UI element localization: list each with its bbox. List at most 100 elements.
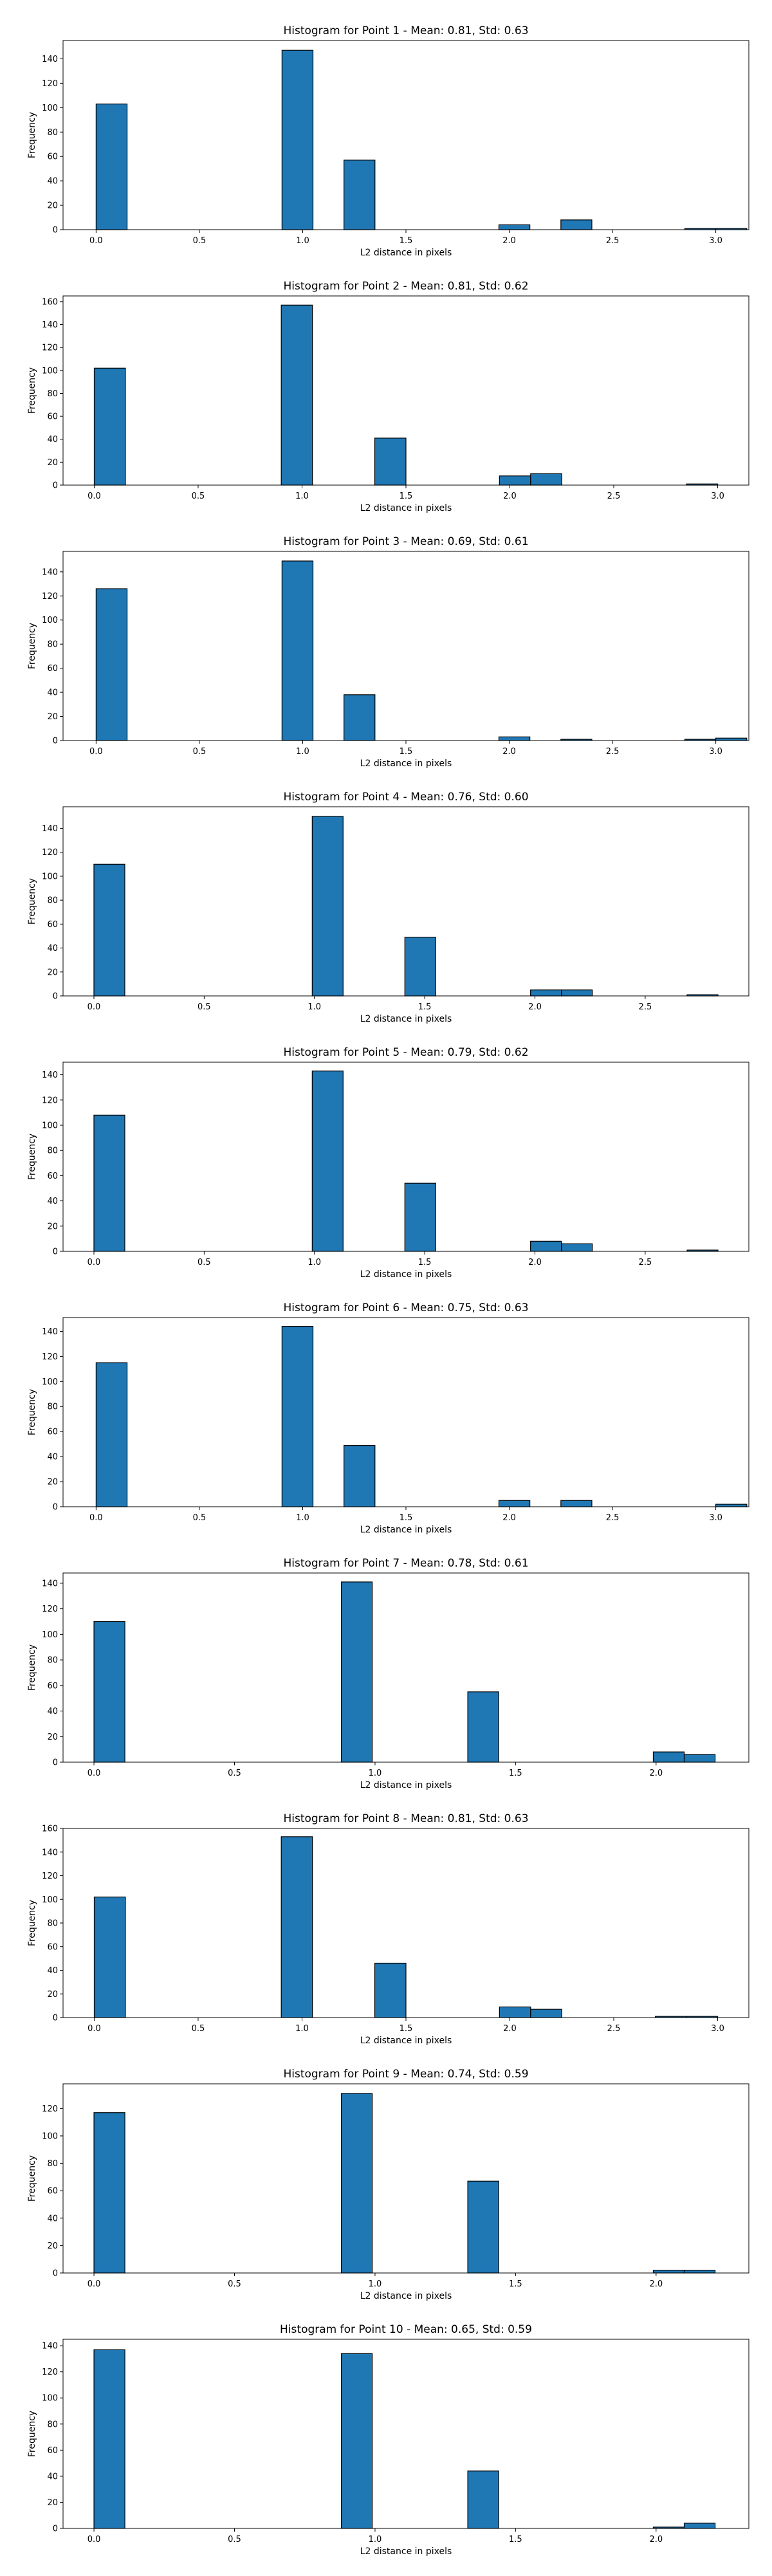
- histogram-bar: [93, 863, 125, 997]
- y-tick-label: 20: [47, 458, 58, 468]
- x-axis-label: L2 distance in pixels: [360, 1780, 452, 1790]
- x-tick-label: 1.5: [418, 1258, 432, 1267]
- chart-title: Histogram for Point 2 - Mean: 0.81, Std:…: [283, 280, 528, 293]
- x-tick-label: 2.0: [503, 2024, 517, 2034]
- x-tick-label: 1.0: [369, 1769, 382, 1778]
- x-tick-label: 1.0: [308, 1002, 321, 1012]
- histogram-bar: [467, 1691, 499, 1763]
- y-tick-label: 0: [53, 2269, 58, 2279]
- histogram-bar: [498, 736, 531, 741]
- y-tick-label: 100: [42, 1377, 58, 1387]
- y-tick-label: 60: [47, 2446, 58, 2456]
- y-tick-label: 140: [42, 1579, 58, 1588]
- y-axis-label: Frequency: [27, 367, 37, 414]
- y-tick-label: 100: [42, 872, 58, 881]
- x-tick-label: 1.5: [509, 2535, 522, 2544]
- y-tick-label: 60: [47, 2187, 58, 2196]
- x-tick-label: 0.0: [89, 1513, 103, 1523]
- x-tick-label: 0.0: [87, 2535, 101, 2544]
- y-tick-label: 120: [42, 1096, 58, 1105]
- histogram-bar: [340, 2093, 373, 2274]
- x-tick-label: 1.5: [509, 1769, 522, 1778]
- x-tick-label: 2.5: [606, 1513, 620, 1523]
- chart-title: Histogram for Point 6 - Mean: 0.75, Std:…: [283, 1302, 528, 1314]
- axes-frame: [62, 806, 749, 997]
- x-tick-label: 2.0: [503, 492, 517, 501]
- y-tick-label: 40: [47, 2214, 58, 2223]
- chart-title: Histogram for Point 4 - Mean: 0.76, Std:…: [283, 791, 528, 804]
- histogram-bar: [374, 437, 407, 486]
- y-tick-label: 140: [42, 55, 58, 64]
- histogram-bar: [561, 989, 593, 997]
- y-tick-label: 140: [42, 567, 58, 577]
- y-tick-label: 140: [42, 320, 58, 330]
- y-tick-label: 100: [42, 2394, 58, 2404]
- x-tick-label: 2.0: [649, 1769, 663, 1778]
- y-tick-label: 80: [47, 1146, 58, 1156]
- y-tick-label: 120: [42, 592, 58, 602]
- x-tick-label: 1.0: [296, 747, 309, 757]
- x-tick-label: 0.0: [89, 236, 103, 246]
- y-tick-label: 80: [47, 896, 58, 906]
- x-tick-label: 1.0: [308, 1258, 321, 1267]
- histogram-bar: [280, 304, 313, 486]
- histogram-bar: [498, 1500, 531, 1507]
- y-tick-label: 40: [47, 2472, 58, 2481]
- x-tick-label: 0.5: [192, 2024, 205, 2034]
- x-tick-label: 3.0: [709, 1513, 722, 1523]
- histogram-bar: [530, 2009, 562, 2018]
- y-tick-label: 100: [42, 616, 58, 625]
- y-axis-label: Frequency: [27, 1900, 37, 1946]
- y-tick-label: 120: [42, 79, 58, 89]
- x-tick-label: 2.0: [502, 747, 516, 757]
- histogram-bar: [560, 1500, 593, 1507]
- histogram-panel-3: Histogram for Point 3 - Mean: 0.69, Std:…: [27, 535, 749, 769]
- y-tick-label: 20: [47, 712, 58, 722]
- x-tick-label: 2.5: [606, 747, 620, 757]
- histogram-bar: [93, 1114, 125, 1252]
- histogram-bar: [93, 2112, 125, 2274]
- histogram-bar: [499, 2006, 531, 2018]
- histogram-bar: [652, 2270, 685, 2274]
- histogram-bar: [715, 737, 748, 741]
- x-axis-label: L2 distance in pixels: [360, 1525, 452, 1535]
- histogram-bar: [683, 1754, 716, 1763]
- chart-title: Histogram for Point 3 - Mean: 0.69, Std:…: [283, 535, 528, 548]
- x-tick-label: 1.0: [295, 492, 309, 501]
- y-tick-label: 140: [42, 1848, 58, 1857]
- histogram-bar: [311, 816, 344, 997]
- y-tick-label: 140: [42, 2342, 58, 2351]
- histogram-bar: [652, 1751, 685, 1763]
- histogram-panel-1: Histogram for Point 1 - Mean: 0.81, Std:…: [27, 24, 749, 258]
- x-tick-label: 0.5: [192, 492, 205, 501]
- y-tick-label: 40: [47, 177, 58, 187]
- x-tick-label: 2.0: [502, 1513, 516, 1523]
- y-axis-label: Frequency: [27, 1134, 37, 1180]
- y-tick-label: 40: [47, 944, 58, 953]
- y-tick-label: 40: [47, 1197, 58, 1206]
- y-tick-label: 120: [42, 2368, 58, 2377]
- x-tick-label: 0.5: [198, 1258, 211, 1267]
- y-tick-label: 60: [47, 664, 58, 674]
- histogram-bar: [374, 1962, 407, 2018]
- y-tick-label: 60: [47, 1942, 58, 1952]
- histogram-bar: [404, 937, 436, 997]
- x-tick-label: 0.0: [87, 1258, 101, 1267]
- histogram-bar: [280, 1836, 313, 2018]
- y-tick-label: 40: [47, 1966, 58, 1976]
- y-axis-label: Frequency: [27, 2411, 37, 2457]
- y-tick-label: 60: [47, 1172, 58, 1181]
- histogram-bar: [311, 1071, 344, 1252]
- histogram-panel-4: Histogram for Point 4 - Mean: 0.76, Std:…: [27, 791, 749, 1024]
- histogram-bar: [95, 104, 128, 230]
- histogram-panel-9: Histogram for Point 9 - Mean: 0.74, Std:…: [27, 2068, 749, 2301]
- histogram-bar: [93, 2349, 125, 2529]
- y-tick-label: 100: [42, 2131, 58, 2141]
- y-tick-label: 120: [42, 1872, 58, 1881]
- histogram-bar: [95, 1362, 128, 1507]
- y-tick-label: 60: [47, 152, 58, 162]
- axes-frame: [62, 551, 749, 741]
- y-tick-label: 0: [53, 1247, 58, 1257]
- histogram-bar: [683, 2523, 716, 2529]
- y-tick-label: 0: [53, 2014, 58, 2023]
